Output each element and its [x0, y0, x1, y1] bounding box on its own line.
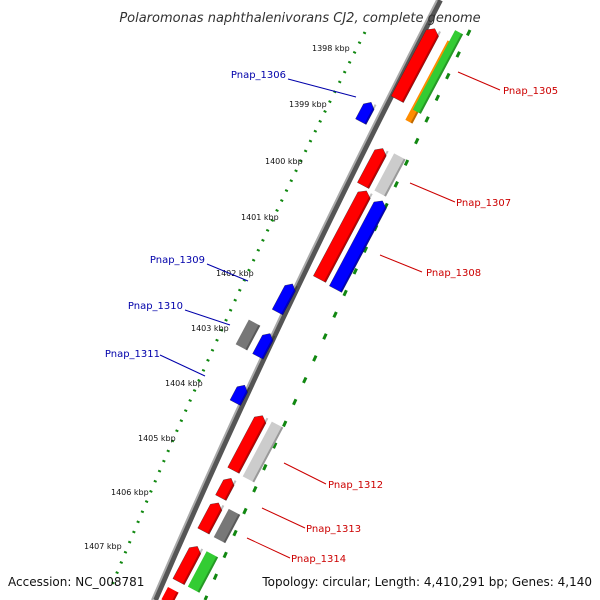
- ruler-label: 1399 kbp: [289, 100, 327, 109]
- ruler-label: 1404 kbp: [165, 379, 203, 388]
- leader-line-reverse: [184, 309, 231, 326]
- gene-label-pnap-1308: Pnap_1308: [426, 268, 481, 279]
- feature-pnap-1310-gray: [235, 319, 261, 351]
- ruler-label: 1405 kbp: [138, 434, 176, 443]
- feature-pnap-1308: [329, 200, 389, 293]
- leader-line-forward: [379, 254, 423, 273]
- feature-pnap-1307-shade: [367, 150, 389, 189]
- leader-line-forward: [261, 507, 306, 529]
- feature-small-red-shade: [224, 480, 237, 501]
- gene-label-pnap-1314: Pnap_1314: [291, 554, 346, 565]
- feature-pnap-1313: [197, 502, 225, 535]
- feature-pnap-1307-shape: [357, 148, 387, 189]
- feature-pnap-1305-green: [412, 30, 464, 114]
- feature-pnap-1308-red-shape: [313, 190, 371, 283]
- feature-pnap-1307-gray: [374, 153, 406, 197]
- outer-ruler-arc: [203, 29, 472, 600]
- feature-bottom-red-shape: [161, 587, 179, 600]
- feature-bottom-red: [161, 587, 179, 600]
- feature-pnap-1308-shade: [339, 203, 389, 293]
- feature-pnap-1312-gray-shade: [252, 426, 284, 483]
- feature-small-red: [215, 478, 237, 501]
- feature-pnap-1305-shade: [401, 31, 441, 103]
- ruler-label: 1406 kbp: [111, 488, 149, 497]
- feature-pnap-1311-shape: [229, 384, 248, 406]
- gene-label-pnap-1309: Pnap_1309: [150, 255, 205, 266]
- label-leader-lines: [159, 71, 501, 559]
- gene-label-pnap-1307: Pnap_1307: [456, 198, 511, 209]
- ruler-label: 1402 kbp: [216, 269, 254, 278]
- leader-line-reverse: [287, 78, 357, 98]
- feature-pnap-1308-red-shade: [323, 193, 373, 283]
- feature-pnap-1312-shape: [227, 415, 267, 474]
- gene-label-pnap-1310: Pnap_1310: [128, 301, 183, 312]
- gene-features: [161, 28, 464, 600]
- feature-pnap-1314-shape: [172, 546, 201, 585]
- feature-pnap-1313-gray-shape: [213, 508, 241, 544]
- feature-pnap-1310-shape: [252, 333, 274, 360]
- feature-pnap-1306-shade: [364, 104, 377, 125]
- feature-pnap-1314-green-shade: [197, 556, 219, 593]
- ruler-label: 1401 kbp: [241, 213, 279, 222]
- feature-pnap-1312-gray-shape: [242, 421, 284, 483]
- leader-line-reverse: [159, 354, 206, 377]
- topology-summary: Topology: circular; Length: 4,410,291 bp…: [261, 575, 592, 589]
- leader-line-forward: [283, 462, 327, 485]
- feature-pnap-1310: [252, 333, 276, 360]
- feature-pnap-1311: [229, 384, 250, 406]
- gene-label-pnap-1305: Pnap_1305: [503, 86, 558, 97]
- feature-pnap-1305-green-shade: [419, 33, 464, 114]
- feature-pnap-1309: [271, 283, 298, 316]
- feature-pnap-1306: [355, 102, 377, 125]
- feature-bottom-red-shade: [170, 591, 179, 600]
- accession-text: Accession: NC_008781: [8, 575, 144, 589]
- ruler-label: 1407 kbp: [84, 542, 122, 551]
- ruler-label: 1403 kbp: [191, 324, 229, 333]
- feature-pnap-1312: [227, 415, 269, 474]
- feature-pnap-1310-shade: [261, 335, 276, 360]
- gene-label-pnap-1312: Pnap_1312: [328, 480, 383, 491]
- feature-pnap-1313-gray-shade: [223, 513, 241, 544]
- gene-label-pnap-1313: Pnap_1313: [306, 524, 361, 535]
- ruler-label: 1400 kbp: [265, 157, 303, 166]
- leader-line-forward: [409, 182, 456, 203]
- feature-pnap-1313-shape: [197, 502, 223, 535]
- feature-pnap-1312-shade: [237, 417, 269, 474]
- feature-pnap-1305-green-shape: [412, 30, 464, 114]
- feature-pnap-1310-gray-shape: [235, 319, 261, 351]
- gene-label-pnap-1311: Pnap_1311: [105, 349, 160, 360]
- feature-small-red-shape: [215, 478, 235, 501]
- feature-pnap-1308-red: [313, 190, 373, 283]
- feature-pnap-1305: [390, 28, 441, 103]
- feature-pnap-1309-shade: [281, 285, 298, 315]
- leader-line-reverse: [206, 263, 249, 282]
- feature-pnap-1313-shade: [207, 504, 225, 535]
- feature-pnap-1311-shade: [238, 387, 250, 406]
- map-title: Polaromonas naphthalenivorans CJ2, compl…: [119, 11, 480, 26]
- feature-pnap-1313-gray: [213, 508, 241, 544]
- gene-label-pnap-1306: Pnap_1306: [231, 70, 286, 81]
- feature-pnap-1312-gray: [242, 421, 284, 483]
- leader-line-forward: [457, 71, 501, 91]
- feature-pnap-1314-shade: [182, 548, 204, 585]
- feature-pnap-1305-shape: [390, 28, 439, 103]
- feature-pnap-1306-shape: [355, 102, 375, 125]
- ruler-label: 1398 kbp: [312, 44, 350, 53]
- feature-pnap-1314-green: [187, 551, 219, 593]
- feature-pnap-1314-green-shape: [187, 551, 219, 593]
- feature-pnap-1307: [357, 148, 389, 189]
- feature-pnap-1307-gray-shade: [384, 158, 406, 197]
- leader-line-forward: [246, 537, 291, 559]
- feature-pnap-1314: [172, 546, 204, 585]
- ruler-labels: 1398 kbp 1399 kbp 1400 kbp 1401 kbp 1402 kbp…: [84, 44, 350, 551]
- feature-pnap-1310-gray-shade: [245, 324, 261, 351]
- gene-labels: Pnap_1305 Pnap_1307 Pnap_1308 Pnap_1312 Pnap…: [105, 70, 558, 565]
- feature-pnap-1307-gray-shape: [374, 153, 406, 197]
- feature-pnap-1309-shape: [271, 283, 296, 316]
- feature-pnap-1308-shape: [329, 200, 387, 293]
